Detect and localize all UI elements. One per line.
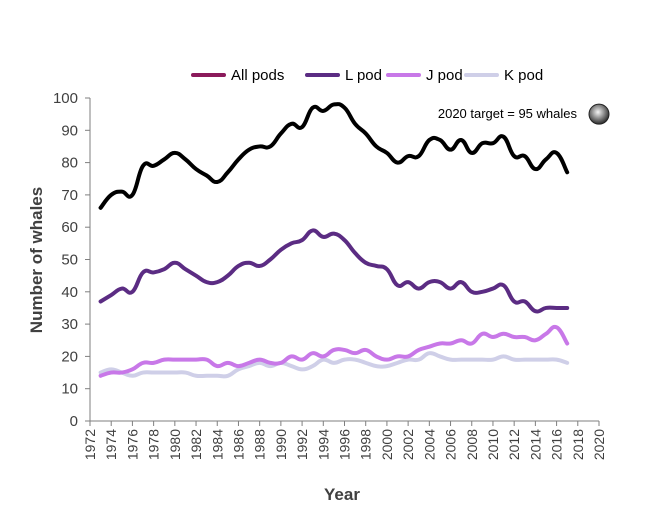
series-line-l-pod: [98, 228, 570, 314]
x-tick-label: 1978: [146, 429, 162, 460]
x-axis-title: Year: [324, 485, 360, 504]
y-tick-label: 100: [53, 90, 78, 107]
legend-label-j-pod: J pod: [426, 67, 463, 84]
x-tick-label: 2000: [379, 429, 395, 460]
y-tick-label: 0: [70, 413, 78, 430]
x-tick-label: 2016: [549, 429, 565, 460]
x-tick-label: 2012: [506, 429, 522, 460]
x-tick-label: 2004: [421, 429, 437, 460]
x-tick-label: 1980: [167, 429, 183, 460]
x-tick-label: 2006: [443, 429, 459, 460]
y-tick-label: 80: [61, 155, 78, 172]
target-annotation: 2020 target = 95 whales: [438, 106, 578, 121]
x-tick-label: 1986: [230, 429, 246, 460]
x-tick-label: 1990: [273, 429, 289, 460]
x-tick-label: 1972: [82, 429, 98, 460]
y-tick-label: 10: [61, 381, 78, 398]
series-line-j-pod: [98, 324, 570, 378]
y-tick-label: 40: [61, 284, 78, 301]
legend-label-k-pod: K pod: [504, 67, 543, 84]
x-tick-label: 2018: [570, 429, 586, 460]
x-tick-label: 2002: [400, 429, 416, 460]
target-marker: [588, 103, 610, 125]
y-tick-label: 20: [61, 348, 78, 365]
x-tick-label: 1976: [124, 429, 140, 460]
y-tick-label: 50: [61, 252, 78, 269]
y-axis-title: Number of whales: [27, 187, 46, 333]
legend-label-l-pod: L pod: [345, 67, 382, 84]
y-tick-label: 90: [61, 122, 78, 139]
legend-label-all-pods: All pods: [231, 67, 284, 84]
x-tick-label: 1984: [209, 429, 225, 460]
x-tick-label: 2020: [591, 429, 607, 460]
x-tick-label: 1994: [315, 429, 331, 460]
x-tick-label: 1988: [252, 429, 268, 460]
x-tick-label: 1996: [337, 429, 353, 460]
x-tick-label: 2008: [464, 429, 480, 460]
y-tick-label: 60: [61, 219, 78, 236]
x-tick-label: 1992: [294, 429, 310, 460]
y-tick-label: 70: [61, 187, 78, 204]
x-tick-label: 1982: [188, 429, 204, 460]
x-tick-label: 2014: [527, 429, 543, 460]
x-tick-label: 2010: [485, 429, 501, 460]
x-tick-label: 1998: [358, 429, 374, 460]
x-tick-label: 1974: [103, 429, 119, 460]
series-line-k-pod: [98, 351, 570, 379]
y-tick-label: 30: [61, 316, 78, 333]
series-line-all-pods: [98, 102, 570, 210]
